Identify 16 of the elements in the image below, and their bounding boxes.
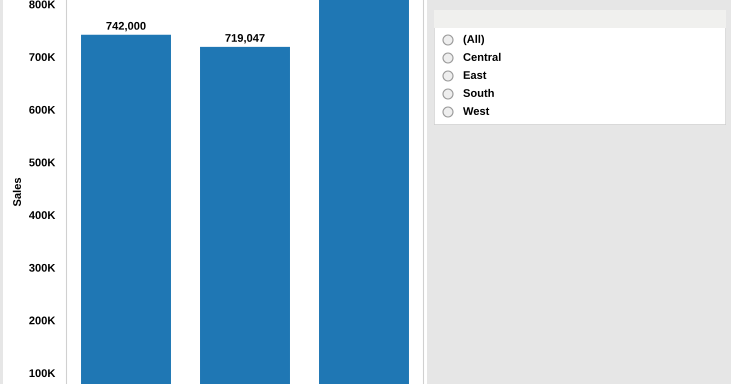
y-tick-label: 100K <box>30 369 56 378</box>
y-tick-label: 200K <box>29 316 56 324</box>
y-tick-label: 400K <box>28 211 56 220</box>
data-label: 719,047 <box>225 34 265 44</box>
y-axis-title: Sales <box>12 178 21 206</box>
category-label: South <box>463 88 494 97</box>
y-tick-label: 600K <box>29 106 56 114</box>
category-label: (All) <box>464 34 484 46</box>
category-label: Central <box>463 52 500 61</box>
y-tick-label: 800K <box>29 0 56 8</box>
data-label: 742,000 <box>106 22 146 32</box>
y-tick-label: 700K <box>29 53 56 62</box>
category-label: East <box>464 71 486 79</box>
y-tick-label: 300K <box>29 264 56 272</box>
y-tick-label: 500K <box>29 158 56 166</box>
category-label: West <box>463 107 490 115</box>
